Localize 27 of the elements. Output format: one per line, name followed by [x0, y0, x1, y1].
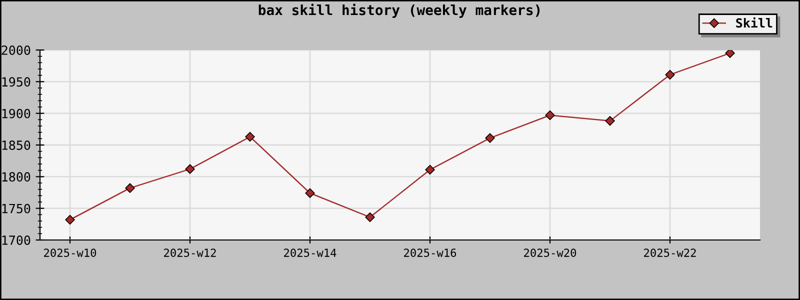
- point: [245, 132, 255, 142]
- x-tick-label: 2025-w20: [524, 248, 576, 257]
- x-tick-label: 2025-w10: [44, 248, 96, 257]
- point: [125, 183, 135, 193]
- y-tick-label: 1950: [2, 77, 30, 87]
- y-tick-label: 1700: [2, 236, 30, 245]
- chart-title: bax skill history (weekly markers): [258, 4, 540, 18]
- point: [545, 110, 555, 120]
- y-tick-label: 1800: [2, 172, 30, 182]
- point: [305, 188, 315, 198]
- x-tick-label: 2025-w12: [164, 248, 216, 257]
- point: [365, 212, 375, 222]
- y-tick-label: 1750: [2, 204, 30, 214]
- y-tick-label: 2000: [2, 46, 30, 55]
- legend-label: Skill: [736, 17, 772, 28]
- y-tick-label: 1900: [2, 108, 30, 118]
- x-tick-label: 2025-w22: [644, 248, 696, 257]
- x-tick-label: 2025-w16: [404, 248, 456, 257]
- x-tick-label: 2025-w14: [284, 248, 336, 257]
- y-tick-label: 1850: [2, 140, 30, 150]
- point: [185, 164, 195, 174]
- point: [65, 214, 75, 225]
- point: [725, 50, 735, 58]
- point: [665, 70, 675, 80]
- point: [485, 133, 495, 143]
- point: [605, 116, 615, 126]
- point: [425, 164, 435, 175]
